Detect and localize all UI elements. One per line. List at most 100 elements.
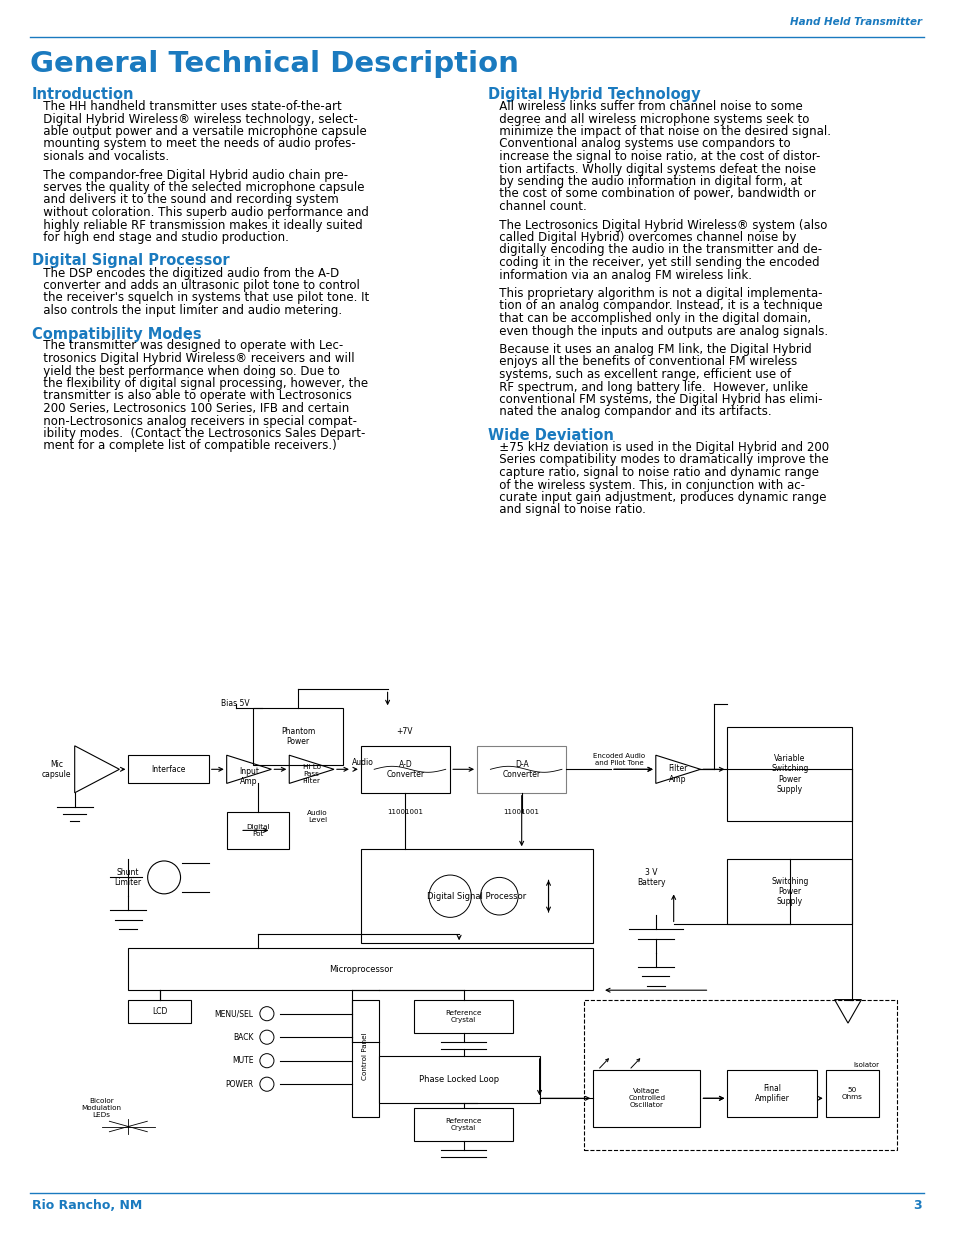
Text: by sending the audio information in digital form, at: by sending the audio information in digi… [488, 175, 801, 188]
Text: minimize the impact of that noise on the desired signal.: minimize the impact of that noise on the… [488, 125, 830, 138]
Text: ment for a complete list of compatible receivers.): ment for a complete list of compatible r… [32, 440, 336, 452]
Text: tion of an analog compandor. Instead, it is a technique: tion of an analog compandor. Instead, it… [488, 300, 821, 312]
Text: +7V: +7V [396, 727, 413, 736]
Text: 11001001: 11001001 [387, 809, 423, 815]
Text: Digital Hybrid Wireless® wireless technology, select-: Digital Hybrid Wireless® wireless techno… [32, 112, 357, 126]
Text: The compandor-free Digital Hybrid audio chain pre-: The compandor-free Digital Hybrid audio … [32, 168, 348, 182]
Text: Digital
Pot: Digital Pot [246, 824, 270, 837]
Text: coding it in the receiver, yet still sending the encoded: coding it in the receiver, yet still sen… [488, 256, 819, 269]
Text: Filter
Amp: Filter Amp [668, 764, 687, 784]
Text: transmitter is also able to operate with Lectrosonics: transmitter is also able to operate with… [32, 389, 352, 403]
Text: converter and adds an ultrasonic pilot tone to control: converter and adds an ultrasonic pilot t… [32, 279, 359, 291]
Text: General Technical Description: General Technical Description [30, 49, 518, 78]
Text: and delivers it to the sound and recording system: and delivers it to the sound and recordi… [32, 194, 338, 206]
Text: for high end stage and studio production.: for high end stage and studio production… [32, 231, 289, 245]
Bar [129, 755, 209, 783]
Text: 3: 3 [912, 1199, 921, 1212]
Bar [726, 727, 852, 821]
Text: Variable
Switching
Power
Supply: Variable Switching Power Supply [770, 753, 808, 794]
Text: capture ratio, signal to noise ratio and dynamic range: capture ratio, signal to noise ratio and… [488, 466, 818, 479]
Bar [227, 811, 289, 850]
Bar [593, 1070, 700, 1126]
Text: The DSP encodes the digitized audio from the A-D: The DSP encodes the digitized audio from… [32, 267, 339, 279]
Text: Interface: Interface [152, 764, 186, 774]
Text: Shunt
Limiter: Shunt Limiter [114, 868, 142, 887]
Text: ibility modes.  (Contact the Lectrosonics Sales Depart-: ibility modes. (Contact the Lectrosonics… [32, 427, 365, 440]
Text: ±75 kHz deviation is used in the Digital Hybrid and 200: ±75 kHz deviation is used in the Digital… [488, 441, 828, 454]
Text: MUTE: MUTE [232, 1056, 253, 1066]
Text: Bias 5V: Bias 5V [221, 699, 250, 708]
Text: BACK: BACK [233, 1032, 253, 1041]
Text: Rio Rancho, NM: Rio Rancho, NM [32, 1199, 142, 1212]
Text: Audio: Audio [352, 758, 374, 767]
Text: serves the quality of the selected microphone capsule: serves the quality of the selected micro… [32, 182, 364, 194]
Text: Hi Lo
Pass
Filter: Hi Lo Pass Filter [302, 764, 320, 784]
Text: nated the analog compandor and its artifacts.: nated the analog compandor and its artif… [488, 405, 771, 419]
Text: yield the best performance when doing so. Due to: yield the best performance when doing so… [32, 364, 339, 378]
Text: channel count.: channel count. [488, 200, 586, 212]
Text: 11001001: 11001001 [503, 809, 539, 815]
Bar [129, 999, 191, 1023]
Text: highly reliable RF transmission makes it ideally suited: highly reliable RF transmission makes it… [32, 219, 362, 231]
Text: The transmitter was designed to operate with Lec-: The transmitter was designed to operate … [32, 340, 343, 352]
Text: called Digital Hybrid) overcomes channel noise by: called Digital Hybrid) overcomes channel… [488, 231, 796, 245]
Text: Wide Deviation: Wide Deviation [488, 429, 613, 443]
Text: the receiver's squelch in systems that use pilot tone. It: the receiver's squelch in systems that u… [32, 291, 369, 305]
Text: Digital Signal Processor: Digital Signal Processor [32, 253, 230, 268]
Text: Digital Hybrid Technology: Digital Hybrid Technology [488, 86, 700, 103]
Text: Control Panel: Control Panel [362, 1032, 368, 1079]
Text: and signal to noise ratio.: and signal to noise ratio. [488, 504, 645, 516]
Text: Microprocessor: Microprocessor [329, 965, 393, 973]
Text: Voltage
Controlled
Oscillator: Voltage Controlled Oscillator [628, 1088, 665, 1108]
Text: The HH handheld transmitter uses state-of-the-art: The HH handheld transmitter uses state-o… [32, 100, 341, 112]
Bar [360, 850, 593, 944]
Text: conventional FM systems, the Digital Hybrid has elimi-: conventional FM systems, the Digital Hyb… [488, 393, 821, 406]
Text: Conventional analog systems use compandors to: Conventional analog systems use compando… [488, 137, 790, 151]
Text: Digital Signal Processor: Digital Signal Processor [427, 892, 526, 900]
Text: digitally encoding the audio in the transmitter and de-: digitally encoding the audio in the tran… [488, 243, 821, 257]
Text: mounting system to meet the needs of audio profes-: mounting system to meet the needs of aud… [32, 137, 355, 151]
Text: Compatibility Modes: Compatibility Modes [32, 326, 201, 342]
Text: Encoded Audio
and Pilot Tone: Encoded Audio and Pilot Tone [593, 753, 644, 767]
Text: trosonics Digital Hybrid Wireless® receivers and will: trosonics Digital Hybrid Wireless® recei… [32, 352, 355, 366]
Text: also controls the input limiter and audio metering.: also controls the input limiter and audi… [32, 304, 342, 317]
Text: that can be accomplished only in the digital domain,: that can be accomplished only in the dig… [488, 312, 810, 325]
Text: the cost of some combination of power, bandwidth or: the cost of some combination of power, b… [488, 188, 815, 200]
Bar [824, 1070, 879, 1118]
Bar [360, 746, 450, 793]
Text: Isolator: Isolator [852, 1062, 879, 1068]
Bar [726, 1070, 816, 1118]
Text: without coloration. This superb audio performance and: without coloration. This superb audio pe… [32, 206, 369, 219]
Text: able output power and a versatile microphone capsule: able output power and a versatile microp… [32, 125, 366, 138]
Bar [129, 948, 593, 990]
Text: Because it uses an analog FM link, the Digital Hybrid: Because it uses an analog FM link, the D… [488, 343, 811, 356]
Bar [414, 999, 512, 1032]
Text: Reference
Crystal: Reference Crystal [445, 1118, 481, 1131]
Text: systems, such as excellent range, efficient use of: systems, such as excellent range, effici… [488, 368, 790, 382]
Text: even though the inputs and outputs are analog signals.: even though the inputs and outputs are a… [488, 325, 827, 337]
Text: The Lectrosonics Digital Hybrid Wireless® system (also: The Lectrosonics Digital Hybrid Wireless… [488, 219, 826, 231]
Bar [583, 999, 896, 1150]
Text: degree and all wireless microphone systems seek to: degree and all wireless microphone syste… [488, 112, 808, 126]
Bar [352, 999, 378, 1118]
Text: All wireless links suffer from channel noise to some: All wireless links suffer from channel n… [488, 100, 801, 112]
Text: Phase Locked Loop: Phase Locked Loop [418, 1074, 498, 1084]
Text: Audio
Level: Audio Level [307, 810, 328, 823]
Text: Introduction: Introduction [32, 86, 134, 103]
Bar [414, 1108, 512, 1141]
Text: the flexibility of digital signal processing, however, the: the flexibility of digital signal proces… [32, 377, 368, 390]
Text: RF spectrum, and long battery life.  However, unlike: RF spectrum, and long battery life. Howe… [488, 380, 807, 394]
Text: tion artifacts. Wholly digital systems defeat the noise: tion artifacts. Wholly digital systems d… [488, 163, 815, 175]
Text: non-Lectrosonics analog receivers in special compat-: non-Lectrosonics analog receivers in spe… [32, 415, 356, 427]
Text: Reference
Crystal: Reference Crystal [445, 1009, 481, 1023]
Text: Mic
capsule: Mic capsule [42, 760, 71, 779]
Text: Phantom
Power: Phantom Power [281, 726, 315, 746]
Text: 200 Series, Lectrosonics 100 Series, IFB and certain: 200 Series, Lectrosonics 100 Series, IFB… [32, 403, 349, 415]
Text: Series compatibility modes to dramatically improve the: Series compatibility modes to dramatical… [488, 453, 828, 467]
Text: information via an analog FM wireless link.: information via an analog FM wireless li… [488, 268, 751, 282]
Text: Hand Held Transmitter: Hand Held Transmitter [789, 17, 921, 27]
Text: increase the signal to noise ratio, at the cost of distor-: increase the signal to noise ratio, at t… [488, 149, 820, 163]
Text: LCD: LCD [152, 1007, 167, 1016]
Text: Final
Amplifier: Final Amplifier [754, 1084, 789, 1103]
Text: Bicolor
Modulation
LEDs: Bicolor Modulation LEDs [81, 1098, 121, 1118]
